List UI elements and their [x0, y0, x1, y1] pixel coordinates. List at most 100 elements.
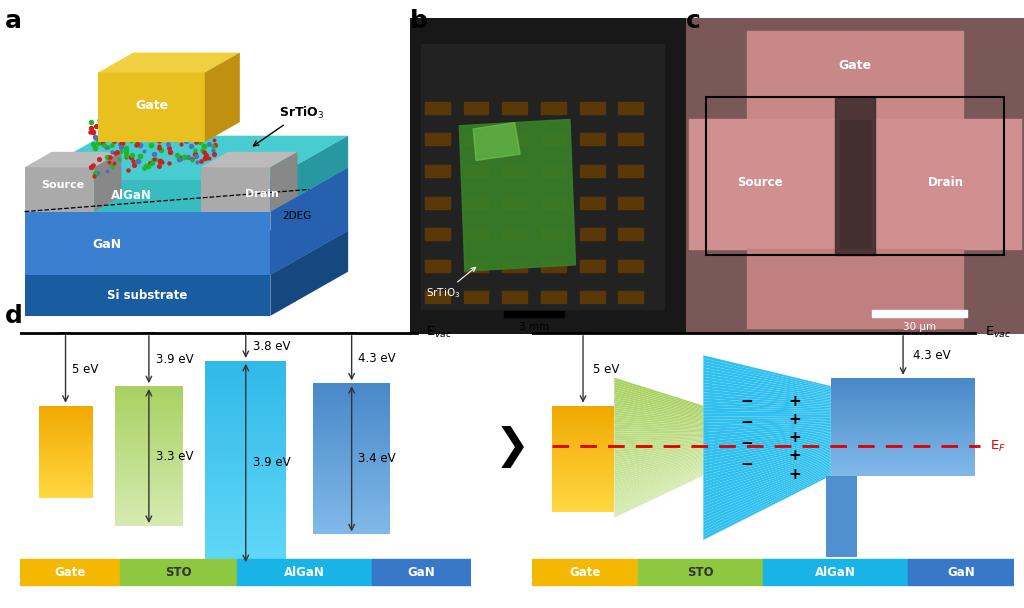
Polygon shape	[313, 396, 390, 398]
Polygon shape	[205, 409, 287, 412]
Text: SrTiO$_3$: SrTiO$_3$	[253, 105, 325, 146]
Polygon shape	[115, 484, 182, 486]
Polygon shape	[830, 427, 975, 428]
Text: 3.9 eV: 3.9 eV	[253, 457, 290, 469]
Text: Drain: Drain	[929, 176, 965, 189]
Polygon shape	[115, 395, 182, 398]
Polygon shape	[313, 469, 390, 471]
Polygon shape	[39, 478, 92, 480]
Polygon shape	[205, 446, 287, 449]
Polygon shape	[115, 447, 182, 449]
Polygon shape	[614, 460, 703, 489]
Polygon shape	[614, 385, 703, 410]
Polygon shape	[39, 460, 92, 461]
Polygon shape	[115, 402, 182, 405]
Bar	[502, 196, 527, 209]
Polygon shape	[552, 427, 614, 429]
Polygon shape	[39, 467, 92, 469]
Polygon shape	[830, 440, 975, 441]
Polygon shape	[552, 450, 614, 452]
Bar	[502, 228, 527, 240]
Polygon shape	[552, 406, 614, 407]
Polygon shape	[115, 510, 182, 512]
Polygon shape	[39, 474, 92, 475]
Polygon shape	[552, 485, 614, 487]
Bar	[707, 97, 1004, 255]
Polygon shape	[205, 412, 287, 415]
Bar	[425, 102, 450, 114]
Polygon shape	[703, 419, 830, 426]
Polygon shape	[703, 446, 830, 482]
Polygon shape	[115, 482, 182, 484]
Polygon shape	[205, 470, 287, 473]
Polygon shape	[830, 417, 975, 418]
Polygon shape	[39, 495, 92, 496]
Polygon shape	[115, 463, 182, 465]
Text: Gate: Gate	[569, 565, 601, 579]
Polygon shape	[313, 486, 390, 489]
Polygon shape	[552, 425, 614, 427]
Polygon shape	[313, 411, 390, 413]
Polygon shape	[552, 483, 614, 485]
Polygon shape	[39, 487, 92, 489]
Text: GaN: GaN	[947, 565, 975, 579]
Polygon shape	[830, 378, 975, 379]
Polygon shape	[115, 519, 182, 521]
Bar	[580, 228, 604, 240]
Polygon shape	[201, 167, 270, 212]
Polygon shape	[39, 469, 92, 470]
Polygon shape	[830, 423, 975, 425]
Polygon shape	[25, 152, 122, 167]
Bar	[464, 291, 488, 303]
Polygon shape	[830, 453, 975, 454]
Polygon shape	[39, 413, 92, 415]
Polygon shape	[205, 52, 240, 142]
Polygon shape	[39, 440, 92, 441]
Polygon shape	[115, 503, 182, 505]
Polygon shape	[703, 374, 830, 396]
Polygon shape	[614, 413, 703, 424]
Polygon shape	[39, 435, 92, 437]
Bar	[425, 165, 450, 177]
Text: 3.8 eV: 3.8 eV	[253, 340, 290, 353]
Polygon shape	[552, 503, 614, 505]
Bar	[872, 310, 967, 317]
Polygon shape	[552, 457, 614, 459]
Polygon shape	[115, 407, 182, 409]
Polygon shape	[313, 506, 390, 509]
Polygon shape	[703, 453, 830, 497]
Polygon shape	[552, 471, 614, 473]
Polygon shape	[614, 449, 703, 466]
Polygon shape	[205, 466, 287, 470]
Text: AlGaN: AlGaN	[284, 565, 325, 579]
Polygon shape	[552, 452, 614, 454]
Polygon shape	[39, 466, 92, 467]
Polygon shape	[826, 475, 857, 557]
Text: GaN: GaN	[408, 565, 435, 579]
Polygon shape	[703, 418, 830, 423]
Polygon shape	[614, 445, 703, 459]
Polygon shape	[614, 473, 703, 515]
Polygon shape	[552, 421, 614, 423]
Bar	[237, 559, 372, 585]
Polygon shape	[614, 438, 703, 445]
Polygon shape	[830, 444, 975, 446]
Polygon shape	[703, 459, 830, 509]
Bar	[638, 559, 764, 585]
Polygon shape	[614, 443, 703, 455]
Polygon shape	[115, 461, 182, 463]
Polygon shape	[703, 425, 830, 438]
Polygon shape	[552, 489, 614, 491]
Polygon shape	[115, 517, 182, 519]
Polygon shape	[39, 412, 92, 413]
Bar	[425, 260, 450, 272]
Polygon shape	[830, 474, 975, 475]
Polygon shape	[703, 410, 830, 415]
Polygon shape	[703, 389, 830, 404]
Polygon shape	[703, 435, 830, 460]
Polygon shape	[39, 447, 92, 449]
Polygon shape	[115, 493, 182, 496]
Polygon shape	[614, 464, 703, 497]
Polygon shape	[614, 403, 703, 420]
Polygon shape	[614, 469, 703, 506]
